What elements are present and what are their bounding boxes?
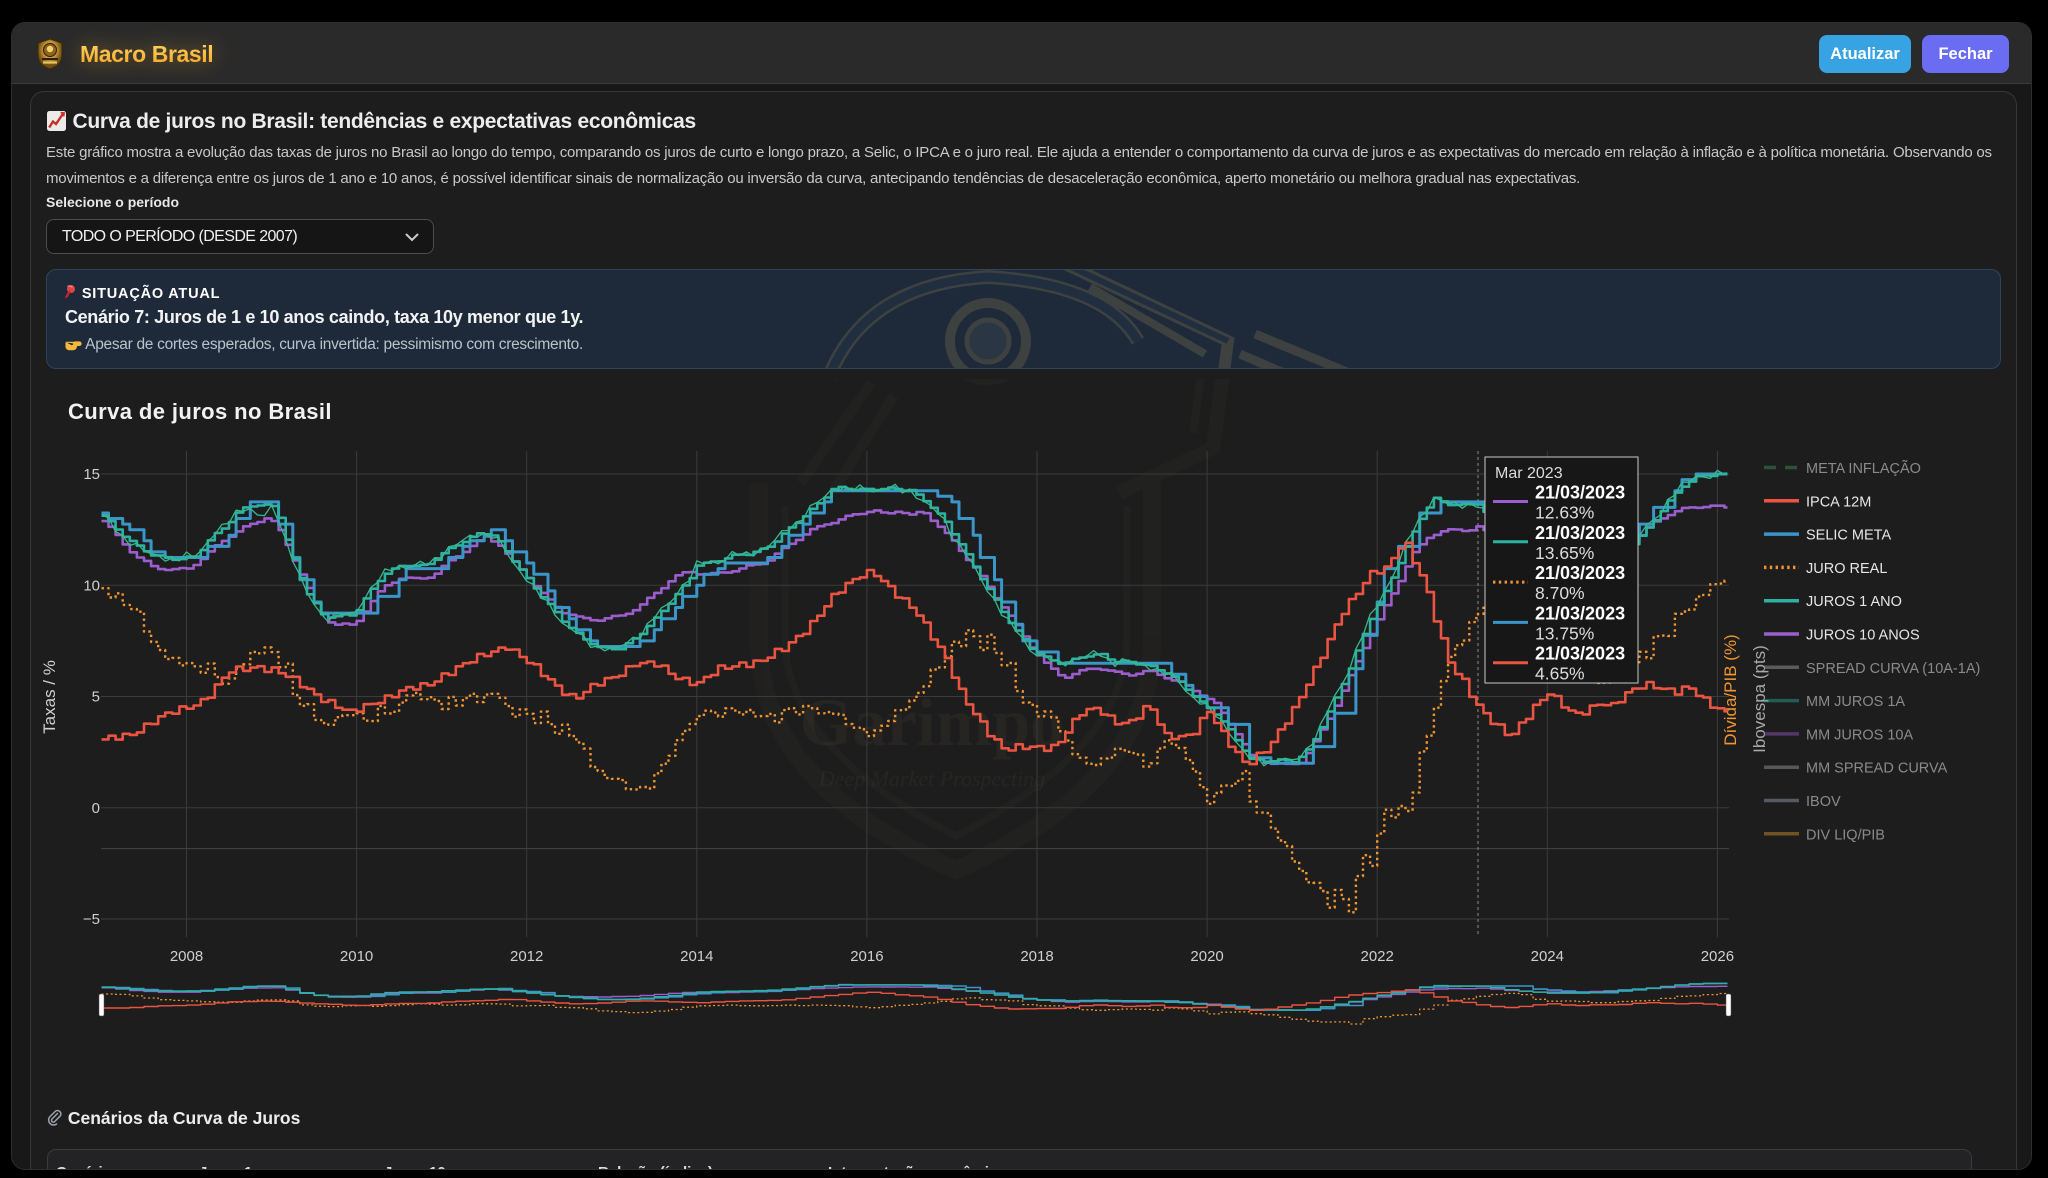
svg-text:2014: 2014 xyxy=(680,948,713,965)
svg-text:2022: 2022 xyxy=(1361,948,1394,965)
svg-text:SPREAD CURVA (10A-1A): SPREAD CURVA (10A-1A) xyxy=(1806,661,1980,677)
svg-text:2024: 2024 xyxy=(1531,948,1564,965)
svg-text:12.63%: 12.63% xyxy=(1535,503,1594,523)
svg-text:Taxas / %: Taxas / % xyxy=(40,660,59,734)
svg-text:2008: 2008 xyxy=(170,948,203,965)
svg-text:SELIC META: SELIC META xyxy=(1806,528,1891,544)
svg-text:2018: 2018 xyxy=(1020,948,1053,965)
svg-text:IBOV: IBOV xyxy=(1806,794,1841,810)
svg-text:JUROS 10 ANOS: JUROS 10 ANOS xyxy=(1806,628,1920,644)
svg-text:Curva de juros no Brasil: Curva de juros no Brasil xyxy=(68,399,332,424)
svg-text:MM SPREAD CURVA: MM SPREAD CURVA xyxy=(1806,761,1948,777)
svg-text:21/03/2023: 21/03/2023 xyxy=(1535,644,1625,664)
svg-text:2010: 2010 xyxy=(340,948,373,965)
svg-text:21/03/2023: 21/03/2023 xyxy=(1535,523,1625,543)
svg-text:JUROS 1 ANO: JUROS 1 ANO xyxy=(1806,594,1902,610)
svg-text:13.75%: 13.75% xyxy=(1535,623,1594,643)
svg-text:MM JUROS 1A: MM JUROS 1A xyxy=(1806,694,1905,710)
svg-text:META INFLAÇÃO: META INFLAÇÃO xyxy=(1806,460,1921,477)
svg-text:10: 10 xyxy=(83,577,100,594)
svg-text:21/03/2023: 21/03/2023 xyxy=(1535,603,1625,623)
svg-text:8.70%: 8.70% xyxy=(1535,583,1585,603)
svg-text:5: 5 xyxy=(92,689,100,706)
svg-text:13.65%: 13.65% xyxy=(1535,543,1594,563)
svg-text:Ibovespa (pts): Ibovespa (pts) xyxy=(1750,645,1769,753)
svg-text:Dívida/PIB (%): Dívida/PIB (%) xyxy=(1721,634,1740,745)
svg-text:2016: 2016 xyxy=(850,948,883,965)
svg-text:15: 15 xyxy=(83,466,100,483)
svg-text:2020: 2020 xyxy=(1190,948,1223,965)
svg-text:2026: 2026 xyxy=(1701,948,1734,965)
svg-text:MM JUROS 10A: MM JUROS 10A xyxy=(1806,727,1913,743)
svg-text:Deep Market Prospecting: Deep Market Prospecting xyxy=(818,766,1045,791)
svg-text:DIV LIQ/PIB: DIV LIQ/PIB xyxy=(1806,827,1885,843)
svg-text:Mar 2023: Mar 2023 xyxy=(1495,465,1563,482)
svg-text:0: 0 xyxy=(92,800,100,817)
svg-text:2012: 2012 xyxy=(510,948,543,965)
svg-text:−5: −5 xyxy=(83,911,100,928)
svg-text:IPCA 12M: IPCA 12M xyxy=(1806,494,1871,510)
svg-text:JURO REAL: JURO REAL xyxy=(1806,561,1887,577)
svg-text:21/03/2023: 21/03/2023 xyxy=(1535,483,1625,503)
svg-text:21/03/2023: 21/03/2023 xyxy=(1535,563,1625,583)
svg-text:4.65%: 4.65% xyxy=(1535,664,1585,684)
